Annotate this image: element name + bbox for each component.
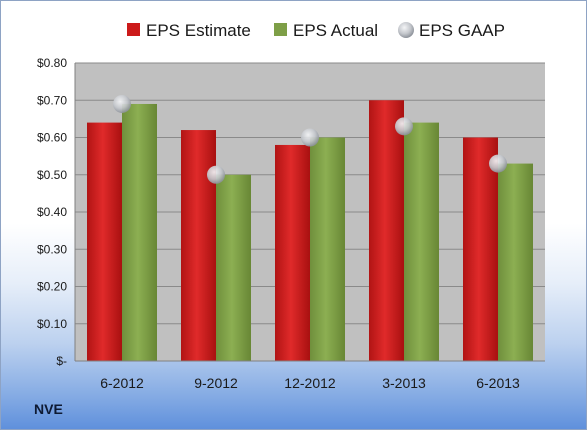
y-tick-label: $0.50 — [37, 168, 67, 182]
gaap-markers — [113, 94, 507, 184]
x-tick-label: 3-2013 — [382, 375, 426, 391]
x-tick-label: 6-2012 — [100, 375, 144, 391]
bar-eps-actual — [310, 137, 345, 361]
y-tick-label: $0.20 — [37, 280, 67, 294]
marker-eps-gaap — [207, 165, 225, 184]
legend-label-eps-actual: EPS Actual — [293, 21, 378, 40]
legend-marker-eps-gaap — [398, 22, 414, 38]
ticker-label: NVE — [34, 401, 63, 417]
bar-eps-estimate — [463, 137, 498, 361]
bar-eps-estimate — [181, 130, 216, 361]
y-tick-label: $- — [56, 354, 67, 368]
bar-eps-estimate — [275, 144, 310, 361]
y-tick-label: $0.30 — [37, 242, 67, 256]
bars — [87, 100, 533, 361]
bar-eps-actual — [498, 163, 533, 361]
x-tick-label: 9-2012 — [194, 375, 238, 391]
bar-eps-actual — [404, 122, 439, 361]
marker-eps-gaap — [489, 154, 507, 173]
legend-swatch-eps-actual — [274, 23, 287, 36]
x-axis: 6-2012 9-2012 12-2012 3-2013 6-2013 — [75, 360, 545, 391]
bar-eps-actual — [216, 174, 251, 361]
y-tick-label: $0.60 — [37, 131, 67, 145]
y-tick-label: $0.80 — [37, 56, 67, 70]
marker-eps-gaap — [113, 94, 131, 113]
legend: EPS Estimate EPS Actual EPS GAAP — [127, 21, 505, 40]
x-tick-label: 12-2012 — [284, 375, 336, 391]
y-tick-label: $0.10 — [37, 317, 67, 331]
legend-swatch-eps-estimate — [127, 23, 140, 36]
y-tick-label: $0.40 — [37, 205, 67, 219]
y-axis: $- $0.10 $0.20 $0.30 $0.40 $0.50 $0.60 $0.70 $0.… — [37, 56, 76, 368]
marker-eps-gaap — [395, 117, 413, 136]
y-tick-label: $0.70 — [37, 93, 67, 107]
bar-eps-estimate — [369, 100, 404, 361]
x-tick-label: 6-2013 — [476, 375, 520, 391]
bar-eps-estimate — [87, 122, 122, 361]
legend-label-eps-estimate: EPS Estimate — [146, 21, 251, 40]
marker-eps-gaap — [301, 128, 319, 147]
legend-label-eps-gaap: EPS GAAP — [419, 21, 505, 40]
bar-eps-actual — [122, 103, 157, 361]
